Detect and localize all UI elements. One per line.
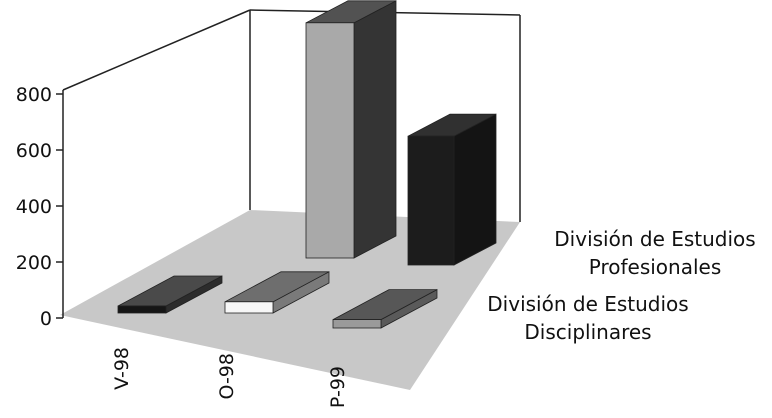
bar-disciplinares-p-99 (332, 288, 438, 329)
x-category-label: P-99 (327, 366, 349, 408)
bar-front-face (224, 301, 274, 314)
bar-profesionales-o-98 (305, 0, 397, 259)
x-category-label: V-98 (111, 347, 133, 390)
side-wall-top-edge (62, 9, 251, 91)
y-tick-label: 800 (16, 84, 52, 106)
series-name-label: División de Estudios (554, 227, 755, 251)
category-labels: V-98 O-98 P-99 (111, 347, 349, 408)
bar-profesionales-p-99 (407, 113, 497, 266)
y-tick-label: 600 (16, 140, 52, 162)
series-name-label: Profesionales (589, 255, 722, 279)
series-name-label: División de Estudios (487, 292, 688, 316)
bar-disciplinares-o-98 (224, 271, 330, 314)
y-tick-label: 0 (40, 308, 52, 330)
bar-front-face (117, 305, 167, 314)
bar-front-face (407, 135, 455, 266)
series-name-label: Disciplinares (524, 320, 651, 344)
y-tick-label: 200 (16, 252, 52, 274)
y-axis-ticks: 800 600 400 200 0 (16, 84, 63, 330)
bar-front-face (332, 319, 382, 329)
series-labels: División de Estudios Disciplinares Divisió… (487, 227, 755, 344)
bar-side-face (353, 0, 397, 259)
bars (117, 0, 497, 329)
y-tick-label: 400 (16, 196, 52, 218)
x-category-label: O-98 (216, 353, 238, 400)
bar-disciplinares-v-98 (117, 275, 223, 314)
bar-side-face (453, 113, 497, 266)
bar-front-face (305, 22, 355, 259)
